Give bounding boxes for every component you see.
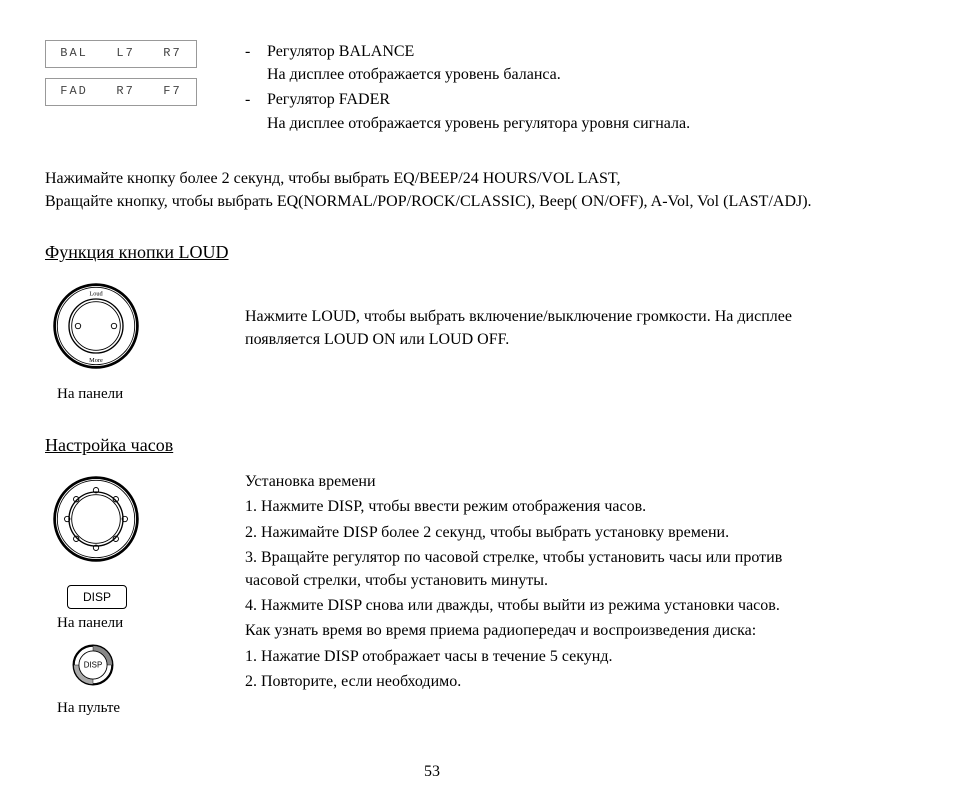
loud-left-col: Loud More На панели [45,275,245,406]
disp-bal-label: BAL [60,45,88,62]
disp-bal-right: R7 [163,45,181,62]
disp-bal-left: L7 [116,45,134,62]
balance-item: - Регулятор BALANCE На дисплее отображае… [245,40,819,86]
clock-t2: 2. Нажимайте DISP более 2 секунд, чтобы … [245,521,819,544]
para-line-2: Вращайте кнопку, чтобы выбрать EQ(NORMAL… [45,190,819,213]
fader-item: - Регулятор FADER На дисплее отображаетс… [245,88,819,134]
clock-t4: 4. Нажмите DISP снова или дважды, чтобы … [245,594,819,617]
disp-fad-label: FAD [60,83,88,100]
svg-text:Loud: Loud [89,291,103,298]
clock-t1: 1. Нажмите DISP, чтобы ввести режим отоб… [245,495,819,518]
svg-text:More: More [89,357,103,364]
loud-text-col: Нажмите LOUD, чтобы выбрать включение/вы… [245,275,819,351]
page-number: 53 [45,760,819,783]
balance-desc: На дисплее отображается уровень баланса. [267,63,561,86]
loud-heading: Функция кнопки LOUD [45,239,819,265]
clock-dial-icon [51,474,141,564]
dash-icon: - [245,88,267,134]
svg-text:DISP: DISP [84,661,102,670]
loud-section: Loud More На панели Нажмите LOUD, чтобы … [45,275,819,406]
disp-fad-rear: R7 [116,83,134,100]
clock-t6: 1. Нажатие DISP отображает часы в течени… [245,645,819,668]
balance-title: Регулятор BALANCE [267,40,561,63]
fader-display: FAD R7 F7 [45,78,197,106]
clock-t3: 3. Вращайте регулятор по часовой стрелке… [245,546,819,592]
balance-fader-desc-col: - Регулятор BALANCE На дисплее отображае… [245,40,819,137]
clock-left-col: DISP На панели DISP На пульте [45,468,245,720]
loud-knob-icon: Loud More [51,281,141,371]
clock-heading: Настройка часов [45,432,819,458]
instruction-paragraph: Нажимайте кнопку более 2 секунд, чтобы в… [45,167,819,213]
fader-title: Регулятор FADER [267,88,690,111]
balance-display: BAL L7 R7 [45,40,197,68]
loud-panel-caption: На панели [57,384,245,406]
clock-t5: Как узнать время во время приема радиопе… [245,619,819,642]
clock-panel-caption: На панели [57,613,245,635]
display-boxes-col: BAL L7 R7 FAD R7 F7 [45,40,245,116]
clock-t0: Установка времени [245,470,819,493]
clock-text-col: Установка времени 1. Нажмите DISP, чтобы… [245,468,819,695]
para-line-1: Нажимайте кнопку более 2 секунд, чтобы в… [45,170,621,187]
disp-button-panel: DISP [67,585,127,609]
clock-t7: 2. Повторите, если необходимо. [245,670,819,693]
dash-icon: - [245,40,267,86]
balance-fader-section: BAL L7 R7 FAD R7 F7 - Регулятор BALANCE … [45,40,819,137]
disp-remote-button-icon: DISP [71,643,115,687]
clock-remote-caption: На пульте [57,698,245,720]
fader-desc: На дисплее отображается уровень регулято… [267,112,690,135]
disp-fad-front: F7 [163,83,181,100]
loud-text: Нажмите LOUD, чтобы выбрать включение/вы… [245,305,819,351]
clock-section: DISP На панели DISP На пульте Установка … [45,468,819,720]
